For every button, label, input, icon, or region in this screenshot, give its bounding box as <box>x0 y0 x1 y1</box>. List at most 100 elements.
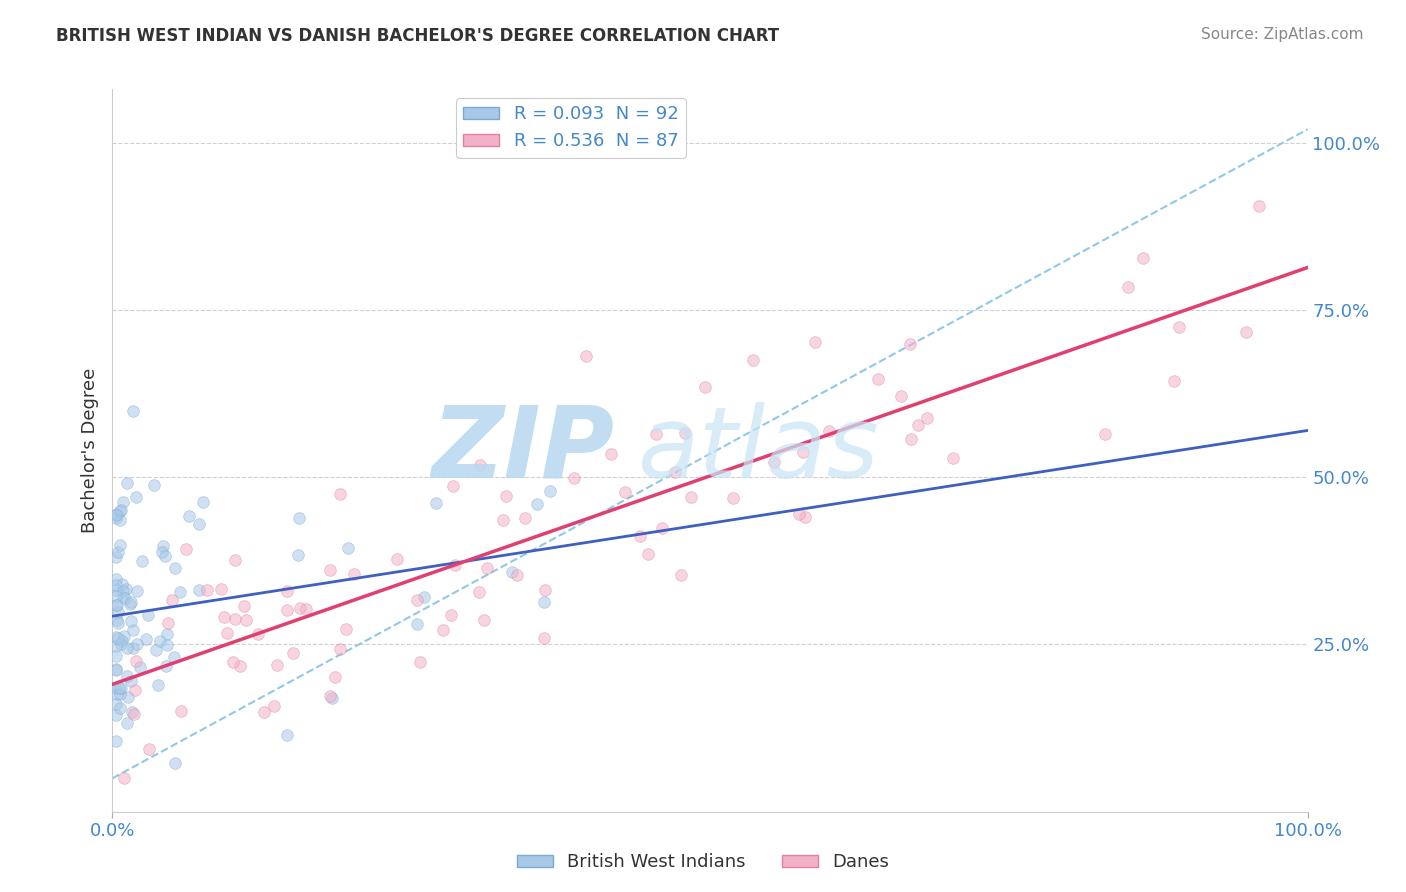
Text: atlas: atlas <box>638 402 880 499</box>
Point <box>152 539 174 553</box>
Point <box>288 511 311 525</box>
Point <box>120 673 142 688</box>
Point <box>787 508 810 522</box>
Point <box>150 545 173 559</box>
Text: Source: ZipAtlas.com: Source: ZipAtlas.com <box>1201 27 1364 42</box>
Point <box>105 733 128 747</box>
Point <box>533 631 555 645</box>
Point <box>319 689 342 703</box>
Point <box>405 593 427 607</box>
Point <box>385 552 408 566</box>
Point <box>118 597 141 611</box>
Point <box>217 625 239 640</box>
Point <box>474 613 496 627</box>
Point <box>105 599 128 613</box>
Point <box>108 681 131 695</box>
Point <box>1249 199 1271 213</box>
Point <box>105 687 128 701</box>
Point <box>443 558 465 572</box>
Legend: British West Indians, Danes: British West Indians, Danes <box>509 847 897 879</box>
Point <box>122 404 145 418</box>
Point <box>125 654 148 668</box>
Point <box>114 591 136 606</box>
Point <box>122 641 145 656</box>
Point <box>105 572 128 586</box>
Point <box>538 484 561 499</box>
Point <box>1094 427 1116 442</box>
Point <box>491 513 513 527</box>
Point <box>117 690 139 705</box>
Point <box>263 698 285 713</box>
Point <box>868 372 890 386</box>
Point <box>125 490 148 504</box>
Point <box>149 633 172 648</box>
Point <box>108 513 131 527</box>
Point <box>276 603 298 617</box>
Point <box>534 583 557 598</box>
Point <box>1163 374 1185 388</box>
Point <box>170 704 193 718</box>
Point <box>329 486 352 500</box>
Point <box>1116 280 1139 294</box>
Point <box>105 681 128 695</box>
Point <box>907 417 929 432</box>
Point <box>792 445 814 459</box>
Point <box>412 591 434 605</box>
Point <box>105 639 128 653</box>
Point <box>107 605 129 619</box>
Point <box>229 658 252 673</box>
Point <box>235 613 257 627</box>
Point <box>1132 251 1154 265</box>
Point <box>501 565 523 579</box>
Point <box>325 670 347 684</box>
Point <box>506 568 529 582</box>
Point <box>247 627 270 641</box>
Point <box>115 669 138 683</box>
Point <box>671 568 693 582</box>
Point <box>138 607 160 622</box>
Point <box>336 541 359 556</box>
Point <box>110 688 132 702</box>
Point <box>105 578 128 592</box>
Point <box>145 643 167 657</box>
Point <box>115 582 138 597</box>
Point <box>290 600 312 615</box>
Point <box>153 549 176 564</box>
Point <box>266 657 288 672</box>
Point <box>131 554 153 568</box>
Point <box>112 495 135 509</box>
Point <box>160 593 183 607</box>
Point <box>468 458 491 473</box>
Point <box>110 633 132 648</box>
Point <box>898 337 921 351</box>
Point <box>224 612 246 626</box>
Point <box>110 637 132 651</box>
Point <box>515 511 537 525</box>
Point <box>681 490 703 504</box>
Point <box>156 627 179 641</box>
Y-axis label: Bachelor's Degree: Bachelor's Degree <box>80 368 98 533</box>
Point <box>127 636 149 650</box>
Point <box>233 599 256 613</box>
Point <box>115 640 138 655</box>
Point <box>287 548 309 562</box>
Point <box>105 549 128 564</box>
Legend: R = 0.093  N = 92, R = 0.536  N = 87: R = 0.093 N = 92, R = 0.536 N = 87 <box>456 98 686 158</box>
Point <box>762 454 785 468</box>
Point <box>721 491 744 505</box>
Point <box>405 617 427 632</box>
Point <box>105 697 128 711</box>
Point <box>224 553 246 567</box>
Point <box>112 590 135 604</box>
Point <box>120 614 142 628</box>
Point <box>195 582 218 597</box>
Point <box>188 517 211 532</box>
Point <box>129 660 152 674</box>
Point <box>142 477 165 491</box>
Point <box>156 638 179 652</box>
Point <box>600 447 623 461</box>
Point <box>628 529 651 543</box>
Point <box>695 380 717 394</box>
Point <box>817 424 839 438</box>
Point <box>107 631 129 645</box>
